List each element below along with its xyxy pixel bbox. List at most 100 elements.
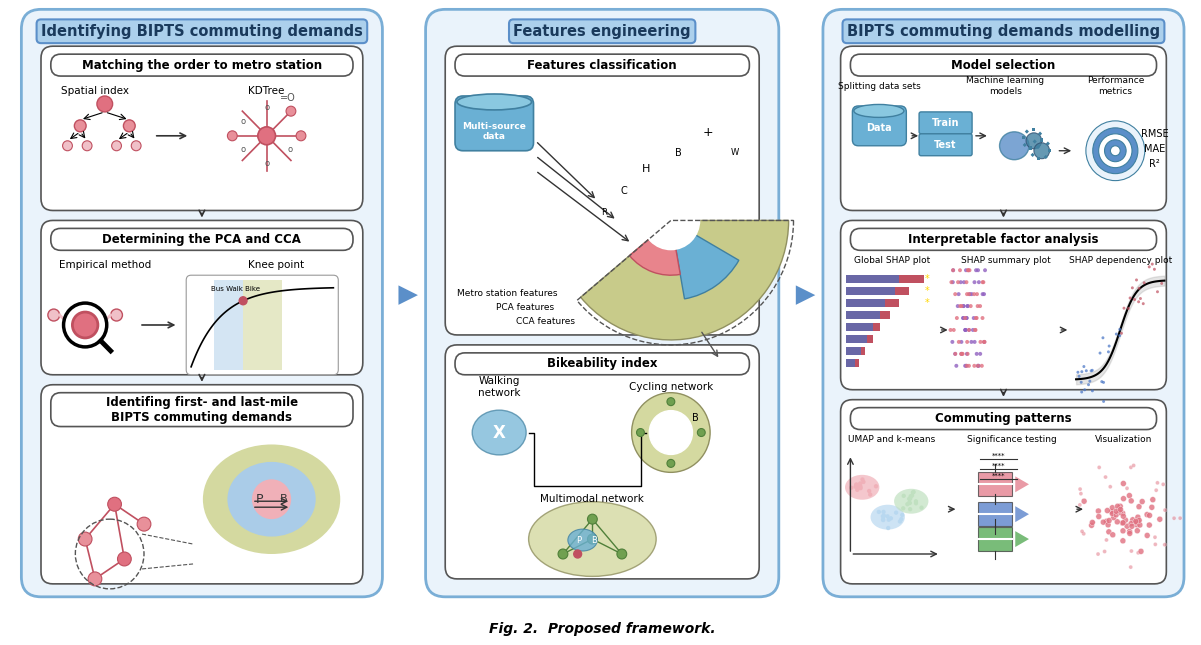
- Bar: [1023, 143, 1027, 147]
- Ellipse shape: [458, 94, 532, 110]
- Circle shape: [976, 364, 980, 368]
- Circle shape: [1110, 511, 1116, 517]
- Circle shape: [1140, 499, 1145, 504]
- Circle shape: [650, 411, 693, 455]
- Circle shape: [1095, 508, 1101, 514]
- Circle shape: [980, 364, 984, 368]
- Polygon shape: [1015, 531, 1029, 547]
- Circle shape: [913, 490, 915, 493]
- Circle shape: [1121, 513, 1127, 519]
- Circle shape: [976, 364, 980, 368]
- Ellipse shape: [528, 502, 656, 577]
- Circle shape: [1128, 521, 1134, 526]
- Text: ****: ****: [992, 462, 1005, 468]
- Bar: [1040, 138, 1044, 141]
- Circle shape: [955, 364, 958, 368]
- Circle shape: [1149, 504, 1155, 510]
- Bar: [846, 323, 880, 331]
- Circle shape: [969, 340, 973, 344]
- FancyBboxPatch shape: [455, 353, 749, 375]
- Circle shape: [979, 352, 982, 356]
- Circle shape: [1100, 519, 1106, 525]
- Circle shape: [902, 494, 906, 497]
- Circle shape: [967, 292, 970, 296]
- Circle shape: [1088, 380, 1092, 382]
- Text: =O: =O: [280, 93, 297, 103]
- Text: o: o: [264, 103, 269, 112]
- Circle shape: [1130, 517, 1136, 522]
- Circle shape: [858, 486, 860, 489]
- Circle shape: [976, 364, 980, 368]
- Circle shape: [1106, 517, 1112, 524]
- Circle shape: [1103, 381, 1105, 384]
- Circle shape: [1134, 528, 1140, 533]
- Circle shape: [982, 340, 986, 344]
- Bar: [846, 311, 890, 319]
- Circle shape: [1157, 290, 1159, 293]
- Circle shape: [48, 309, 60, 321]
- Circle shape: [667, 459, 675, 468]
- Circle shape: [1086, 121, 1145, 181]
- Circle shape: [960, 340, 963, 344]
- Text: B: B: [280, 494, 287, 504]
- Circle shape: [227, 131, 238, 141]
- Circle shape: [966, 352, 969, 356]
- Circle shape: [982, 292, 986, 296]
- Circle shape: [856, 488, 859, 491]
- Circle shape: [1116, 505, 1122, 511]
- Circle shape: [1127, 307, 1130, 310]
- Circle shape: [902, 507, 904, 510]
- Text: o: o: [240, 117, 245, 126]
- Bar: [978, 472, 1012, 496]
- Ellipse shape: [568, 529, 597, 551]
- Circle shape: [1109, 509, 1115, 515]
- Circle shape: [859, 485, 862, 488]
- Circle shape: [957, 292, 961, 296]
- Circle shape: [252, 479, 291, 519]
- Bar: [1046, 141, 1050, 146]
- Circle shape: [286, 106, 295, 116]
- Circle shape: [974, 316, 978, 320]
- Bar: [846, 299, 885, 307]
- Circle shape: [1125, 486, 1129, 490]
- Circle shape: [239, 297, 247, 304]
- Circle shape: [868, 493, 872, 496]
- Text: Features classification: Features classification: [527, 59, 677, 72]
- Circle shape: [1078, 491, 1083, 495]
- Circle shape: [1118, 328, 1122, 331]
- Bar: [1048, 149, 1051, 152]
- Circle shape: [969, 304, 973, 308]
- Circle shape: [967, 328, 970, 332]
- Wedge shape: [581, 221, 789, 340]
- Circle shape: [963, 364, 967, 368]
- Text: Test: Test: [934, 140, 957, 150]
- Text: B: B: [591, 535, 597, 544]
- Circle shape: [1137, 522, 1143, 528]
- Circle shape: [258, 127, 275, 144]
- Circle shape: [78, 532, 92, 546]
- Circle shape: [882, 518, 885, 521]
- Circle shape: [850, 486, 853, 489]
- Circle shape: [1121, 520, 1127, 526]
- Circle shape: [1145, 511, 1151, 517]
- Circle shape: [1121, 332, 1123, 335]
- Circle shape: [973, 340, 976, 344]
- Circle shape: [967, 364, 970, 368]
- Text: KDTree: KDTree: [249, 86, 285, 96]
- Circle shape: [1161, 482, 1165, 486]
- Circle shape: [956, 280, 960, 284]
- Circle shape: [982, 340, 986, 344]
- Text: H: H: [643, 164, 651, 174]
- Text: SHAP dependency plot: SHAP dependency plot: [1069, 256, 1172, 264]
- Circle shape: [1089, 519, 1095, 526]
- Circle shape: [951, 280, 955, 284]
- Text: Knee point: Knee point: [249, 260, 305, 270]
- FancyBboxPatch shape: [841, 400, 1166, 584]
- Text: W: W: [730, 148, 739, 157]
- FancyBboxPatch shape: [850, 408, 1157, 430]
- Circle shape: [97, 96, 113, 112]
- Circle shape: [297, 131, 306, 141]
- Circle shape: [1080, 390, 1083, 393]
- Text: Performance
metrics: Performance metrics: [1087, 76, 1145, 95]
- Circle shape: [637, 428, 645, 437]
